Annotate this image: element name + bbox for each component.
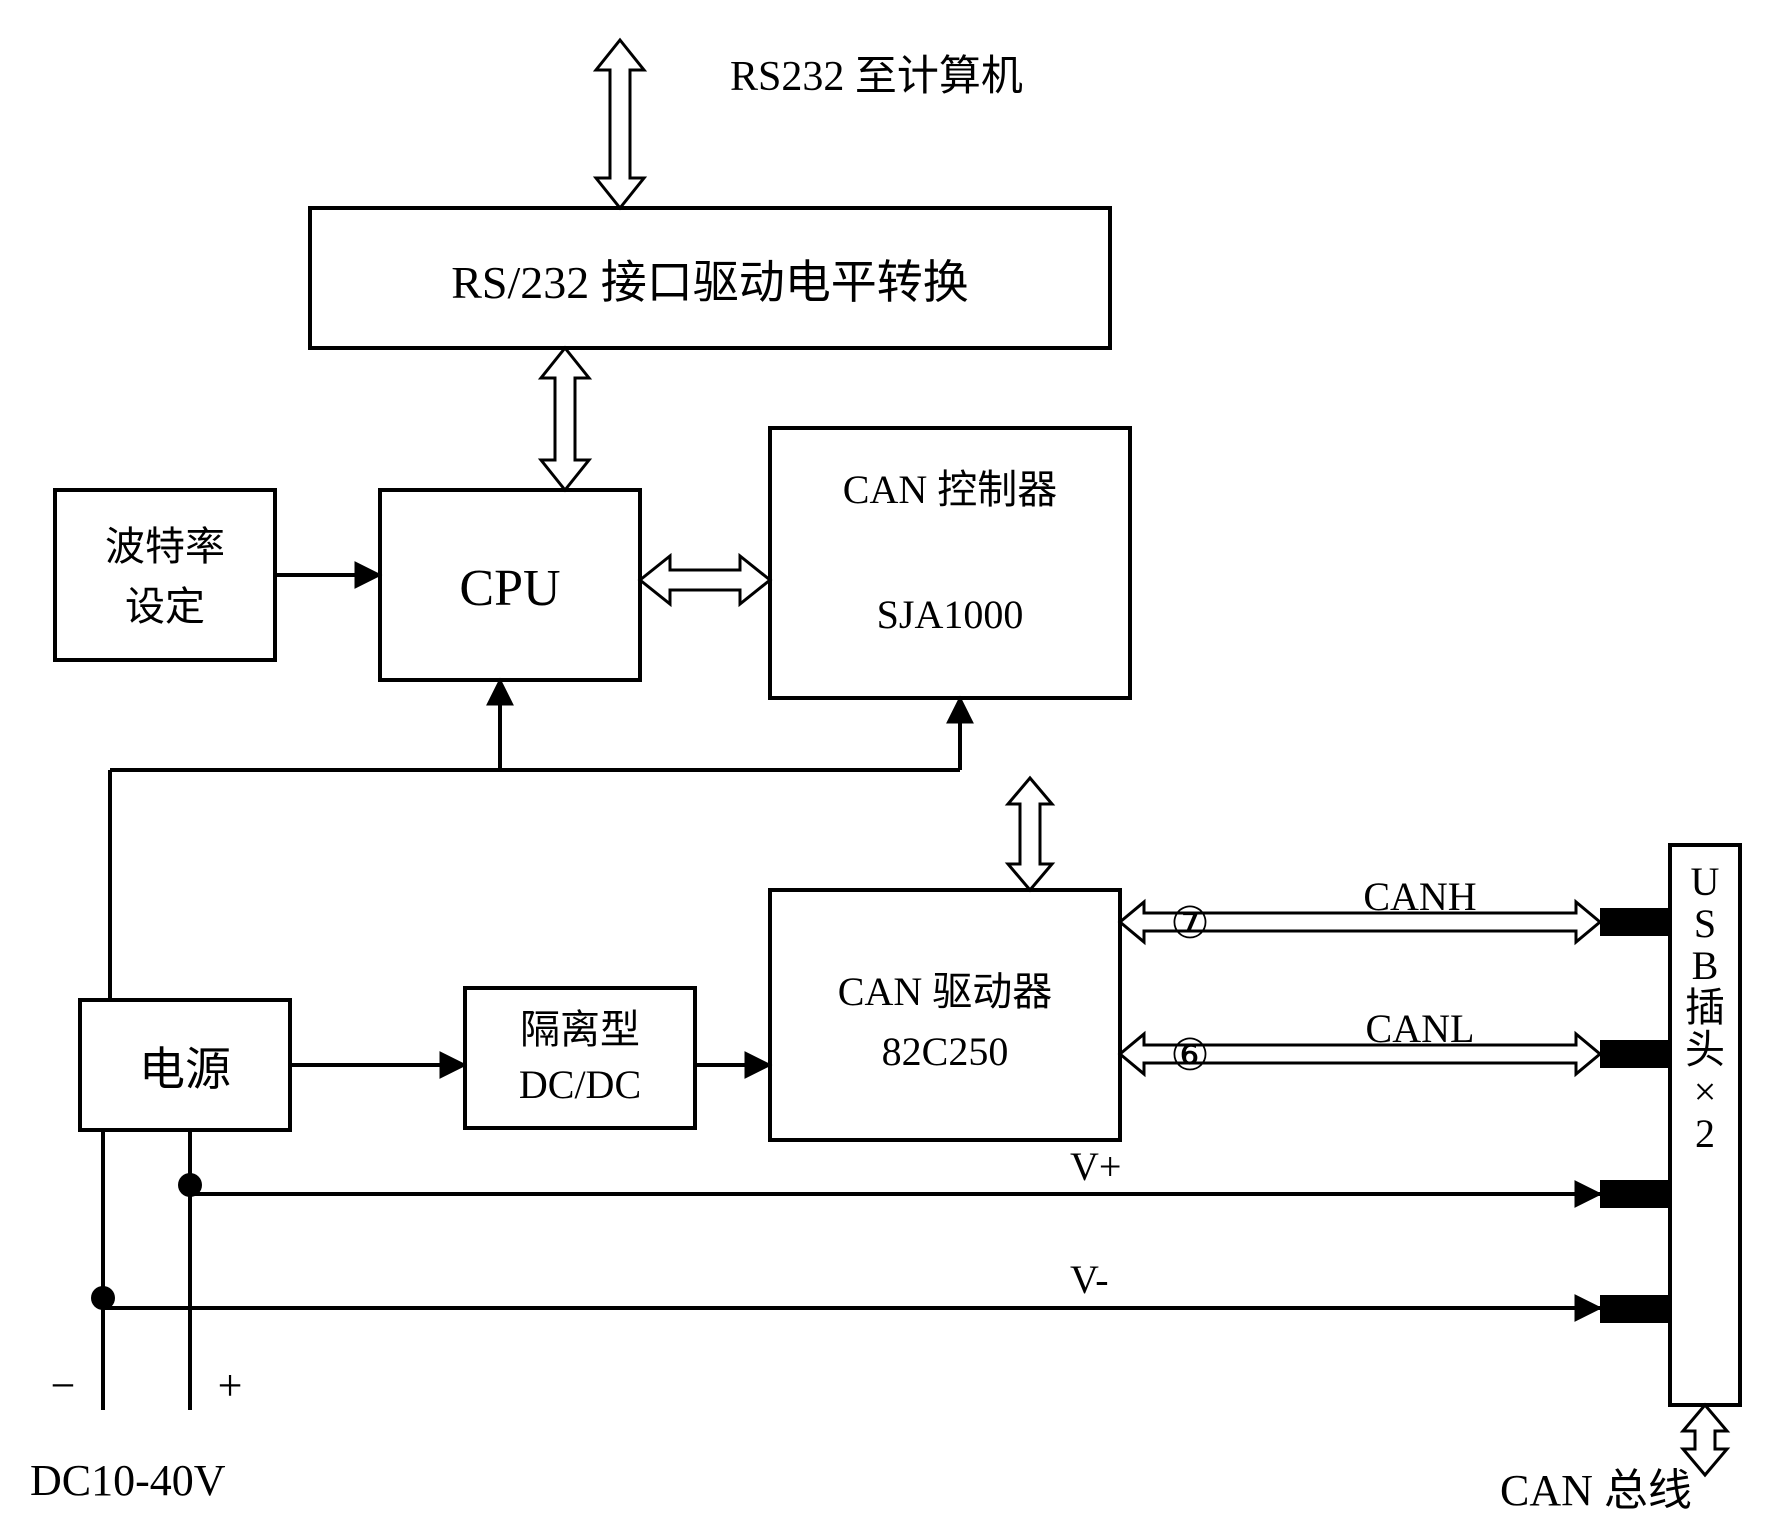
label-dcdc-1: 隔离型: [520, 1007, 640, 1052]
label-canh: CANH: [1363, 874, 1476, 919]
label-circ7: ⑦: [1170, 899, 1209, 948]
label-can-ctrl-2: SJA1000: [877, 592, 1024, 637]
label-baud-1: 波特率: [105, 524, 225, 569]
junction-dot: [178, 1173, 202, 1197]
usb-pin: [1600, 1180, 1670, 1208]
arrow-cpu-canctrl: [640, 556, 770, 604]
label-vminus: V-: [1070, 1257, 1109, 1302]
label-top: RS232 至计算机: [730, 54, 1023, 100]
usb-pin: [1600, 1040, 1670, 1068]
label-dcdc-2: DC/DC: [519, 1062, 641, 1107]
arrow-rs232-computer: [596, 40, 644, 208]
usb-pin: [1600, 1295, 1670, 1323]
label-rs232-box: RS/232 接口驱动电平转换: [451, 257, 969, 308]
label-can-drv-2: 82C250: [882, 1029, 1009, 1074]
label-baud-2: 设定: [125, 584, 205, 629]
box-baud: [55, 490, 275, 660]
arrow-canctrl-candrv: [1008, 778, 1052, 890]
label-minus: −: [51, 1361, 76, 1410]
arrow-rs232-cpu: [541, 348, 589, 490]
arrow-usb-canbus: [1683, 1405, 1727, 1475]
junction-dot: [91, 1286, 115, 1310]
label-vplus: V+: [1070, 1144, 1121, 1189]
label-circ6: ⑥: [1170, 1031, 1209, 1080]
box-can-driver: [770, 890, 1120, 1140]
label-plus: +: [218, 1361, 243, 1410]
label-can-bus: CAN 总线: [1500, 1466, 1692, 1515]
usb-pin: [1600, 908, 1670, 936]
label-power: 电源: [139, 1044, 231, 1095]
label-cpu: CPU: [459, 560, 560, 617]
label-usb: USB插头×2: [1685, 859, 1725, 1156]
label-canl: CANL: [1366, 1006, 1475, 1051]
label-can-drv-1: CAN 驱动器: [838, 969, 1052, 1014]
label-dc-range: DC10-40V: [30, 1456, 226, 1505]
label-can-ctrl-1: CAN 控制器: [843, 467, 1057, 512]
